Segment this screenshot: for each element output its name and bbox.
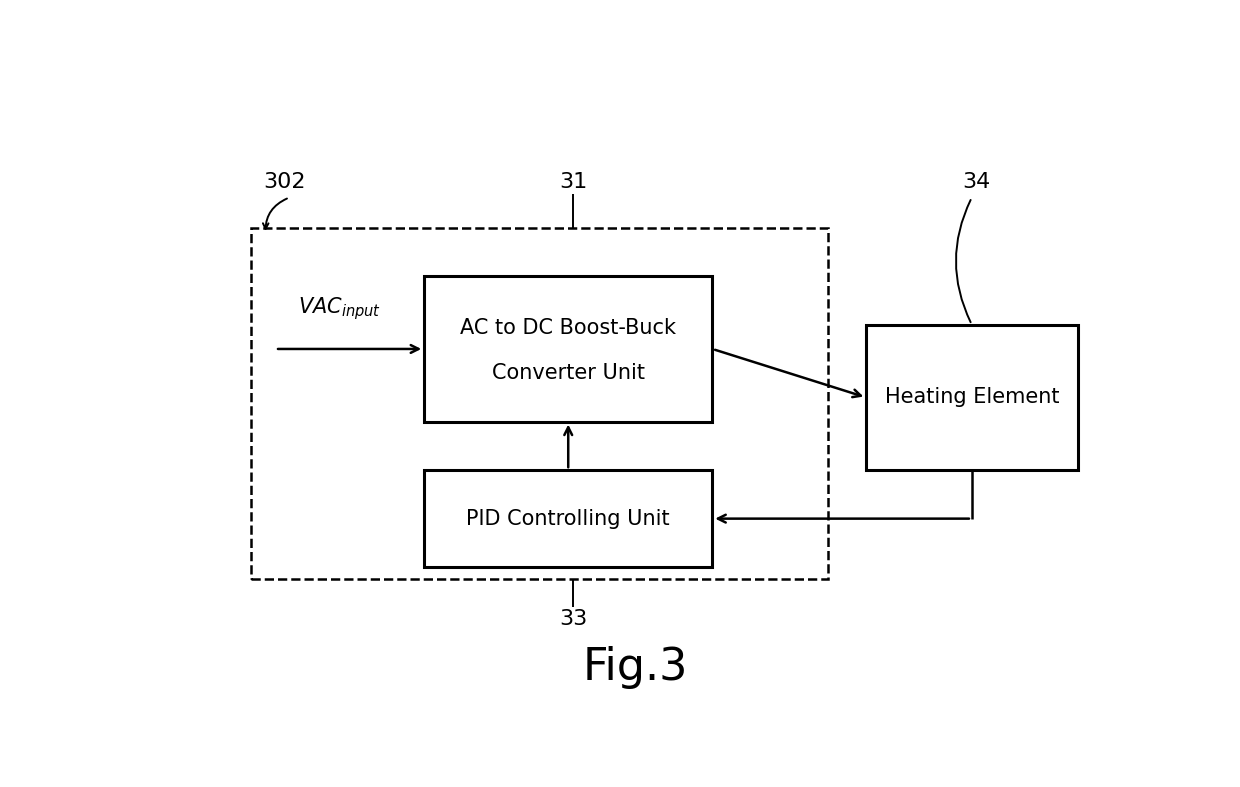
Text: 33: 33 (559, 608, 588, 629)
Bar (866, 325, 1078, 470)
Text: Heating Element: Heating Element (884, 387, 1059, 408)
Bar (250, 227, 828, 579)
Bar (424, 470, 713, 567)
Text: Converter Unit: Converter Unit (492, 363, 645, 383)
Text: 302: 302 (263, 172, 306, 192)
Text: 34: 34 (962, 172, 991, 192)
Text: AC to DC Boost-Buck: AC to DC Boost-Buck (460, 318, 676, 338)
Bar (424, 276, 713, 422)
Text: $\it{VAC}_{\it{input}}$: $\it{VAC}_{\it{input}}$ (299, 295, 382, 322)
Text: Fig.3: Fig.3 (583, 645, 688, 689)
Text: 31: 31 (559, 172, 588, 192)
Text: PID Controlling Unit: PID Controlling Unit (466, 508, 670, 529)
